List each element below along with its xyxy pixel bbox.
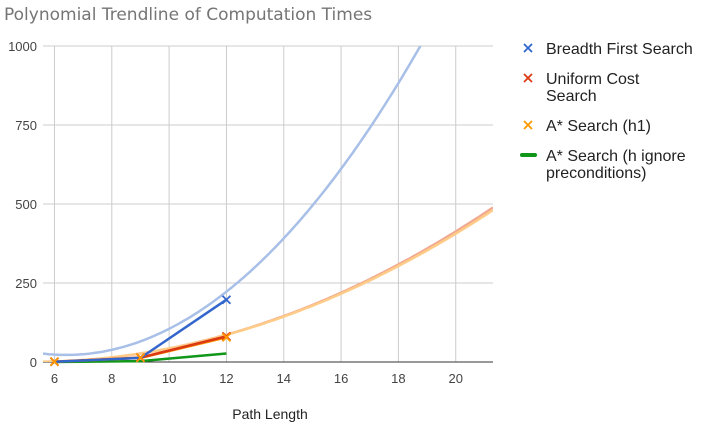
x-axis-title: Path Length (232, 406, 308, 422)
trendline-series-2 (43, 206, 493, 362)
trendline-series-3 (43, 209, 493, 362)
data-point-series-3 (135, 353, 146, 363)
x-tick-label: 8 (108, 371, 115, 386)
legend-label: Breadth First Search (546, 41, 693, 58)
y-tick-label: 0 (30, 355, 37, 370)
y-tick-label: 750 (15, 118, 37, 133)
legend-marker-icon (523, 73, 533, 83)
legend-label: Uniform Cost (546, 71, 640, 88)
x-tick-label: 6 (51, 371, 58, 386)
markers (49, 295, 232, 367)
trendline-series-1 (43, 46, 422, 357)
trendlines (43, 46, 493, 362)
x-tick-label: 10 (162, 371, 176, 386)
legend-label: A* Search (h1) (546, 118, 651, 135)
x-axis-ticks: 6 8 10 12 14 16 18 20 (51, 371, 463, 386)
y-tick-label: 1000 (8, 39, 37, 54)
x-tick-label: 20 (449, 371, 463, 386)
legend-marker-icon (523, 120, 533, 130)
grid (43, 45, 493, 363)
y-tick-label: 500 (15, 197, 37, 212)
legend-item: Breadth First Search (523, 41, 693, 58)
x-tick-label: 12 (219, 371, 233, 386)
chart-title: Polynomial Trendline of Computation Time… (4, 5, 372, 25)
data-point-series-1 (221, 295, 232, 305)
data-point-series-3 (49, 357, 60, 367)
x-tick-label: 18 (391, 371, 405, 386)
legend-marker-icon (523, 43, 533, 53)
legend-label: A* Search (h ignore (546, 148, 686, 165)
y-axis-ticks: 0 250 500 750 1000 (8, 39, 37, 370)
legend-item: A* Search (h1) (523, 118, 651, 135)
legend-label: preconditions) (546, 165, 647, 182)
x-tick-label: 14 (277, 371, 291, 386)
data-point-series-3 (221, 332, 232, 342)
legend-label: Search (546, 88, 597, 105)
y-tick-label: 250 (15, 276, 37, 291)
x-tick-label: 16 (334, 371, 348, 386)
series-line-4 (54, 352, 227, 364)
